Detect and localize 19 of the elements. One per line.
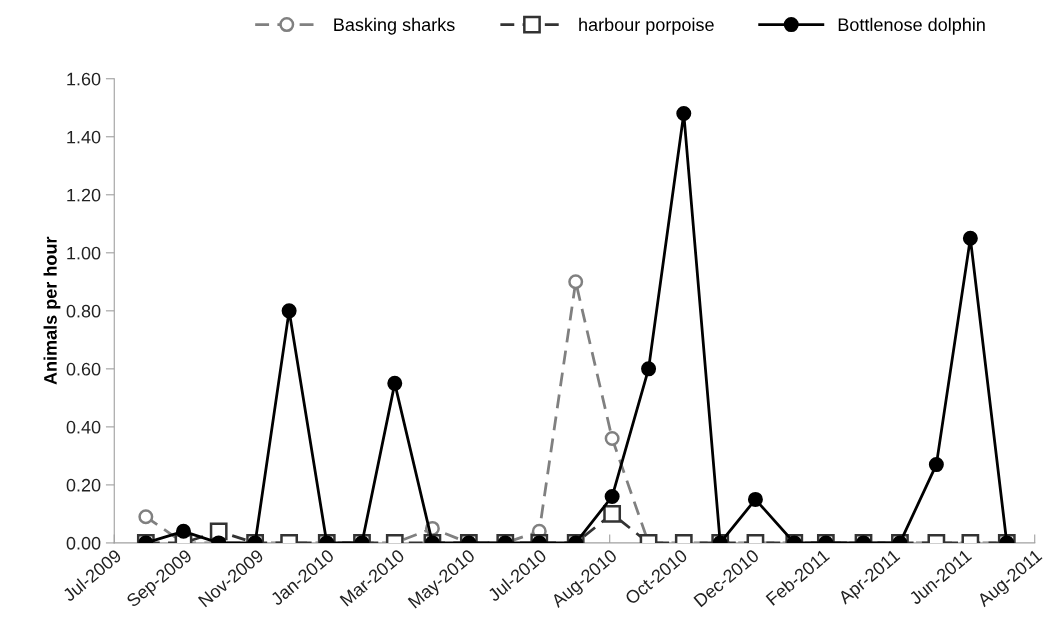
legend-label: Basking sharks	[334, 17, 455, 35]
point	[604, 430, 620, 446]
point	[568, 274, 584, 290]
legend-label: harbour porpoise	[579, 17, 714, 35]
y-tick-label: 0.80	[66, 304, 101, 318]
point	[962, 230, 978, 246]
y-tick-label: 1.20	[67, 188, 101, 202]
y-tick-label: 1.40	[67, 130, 101, 144]
legend-label: Bottlenose dolphin	[838, 17, 985, 35]
point	[387, 375, 403, 391]
y-tick-label: 0.00	[66, 536, 101, 550]
y-tick-label: 1.60	[67, 72, 101, 86]
point	[641, 361, 657, 377]
y-tick-label: 0.60	[66, 362, 101, 376]
y-tick-label: 0.40	[66, 420, 101, 434]
y-axis-title: Animals per hour	[43, 236, 61, 385]
y-tick-label: 1.00	[67, 246, 101, 260]
point	[281, 303, 297, 319]
y-tick-label: 0.20	[66, 478, 101, 492]
